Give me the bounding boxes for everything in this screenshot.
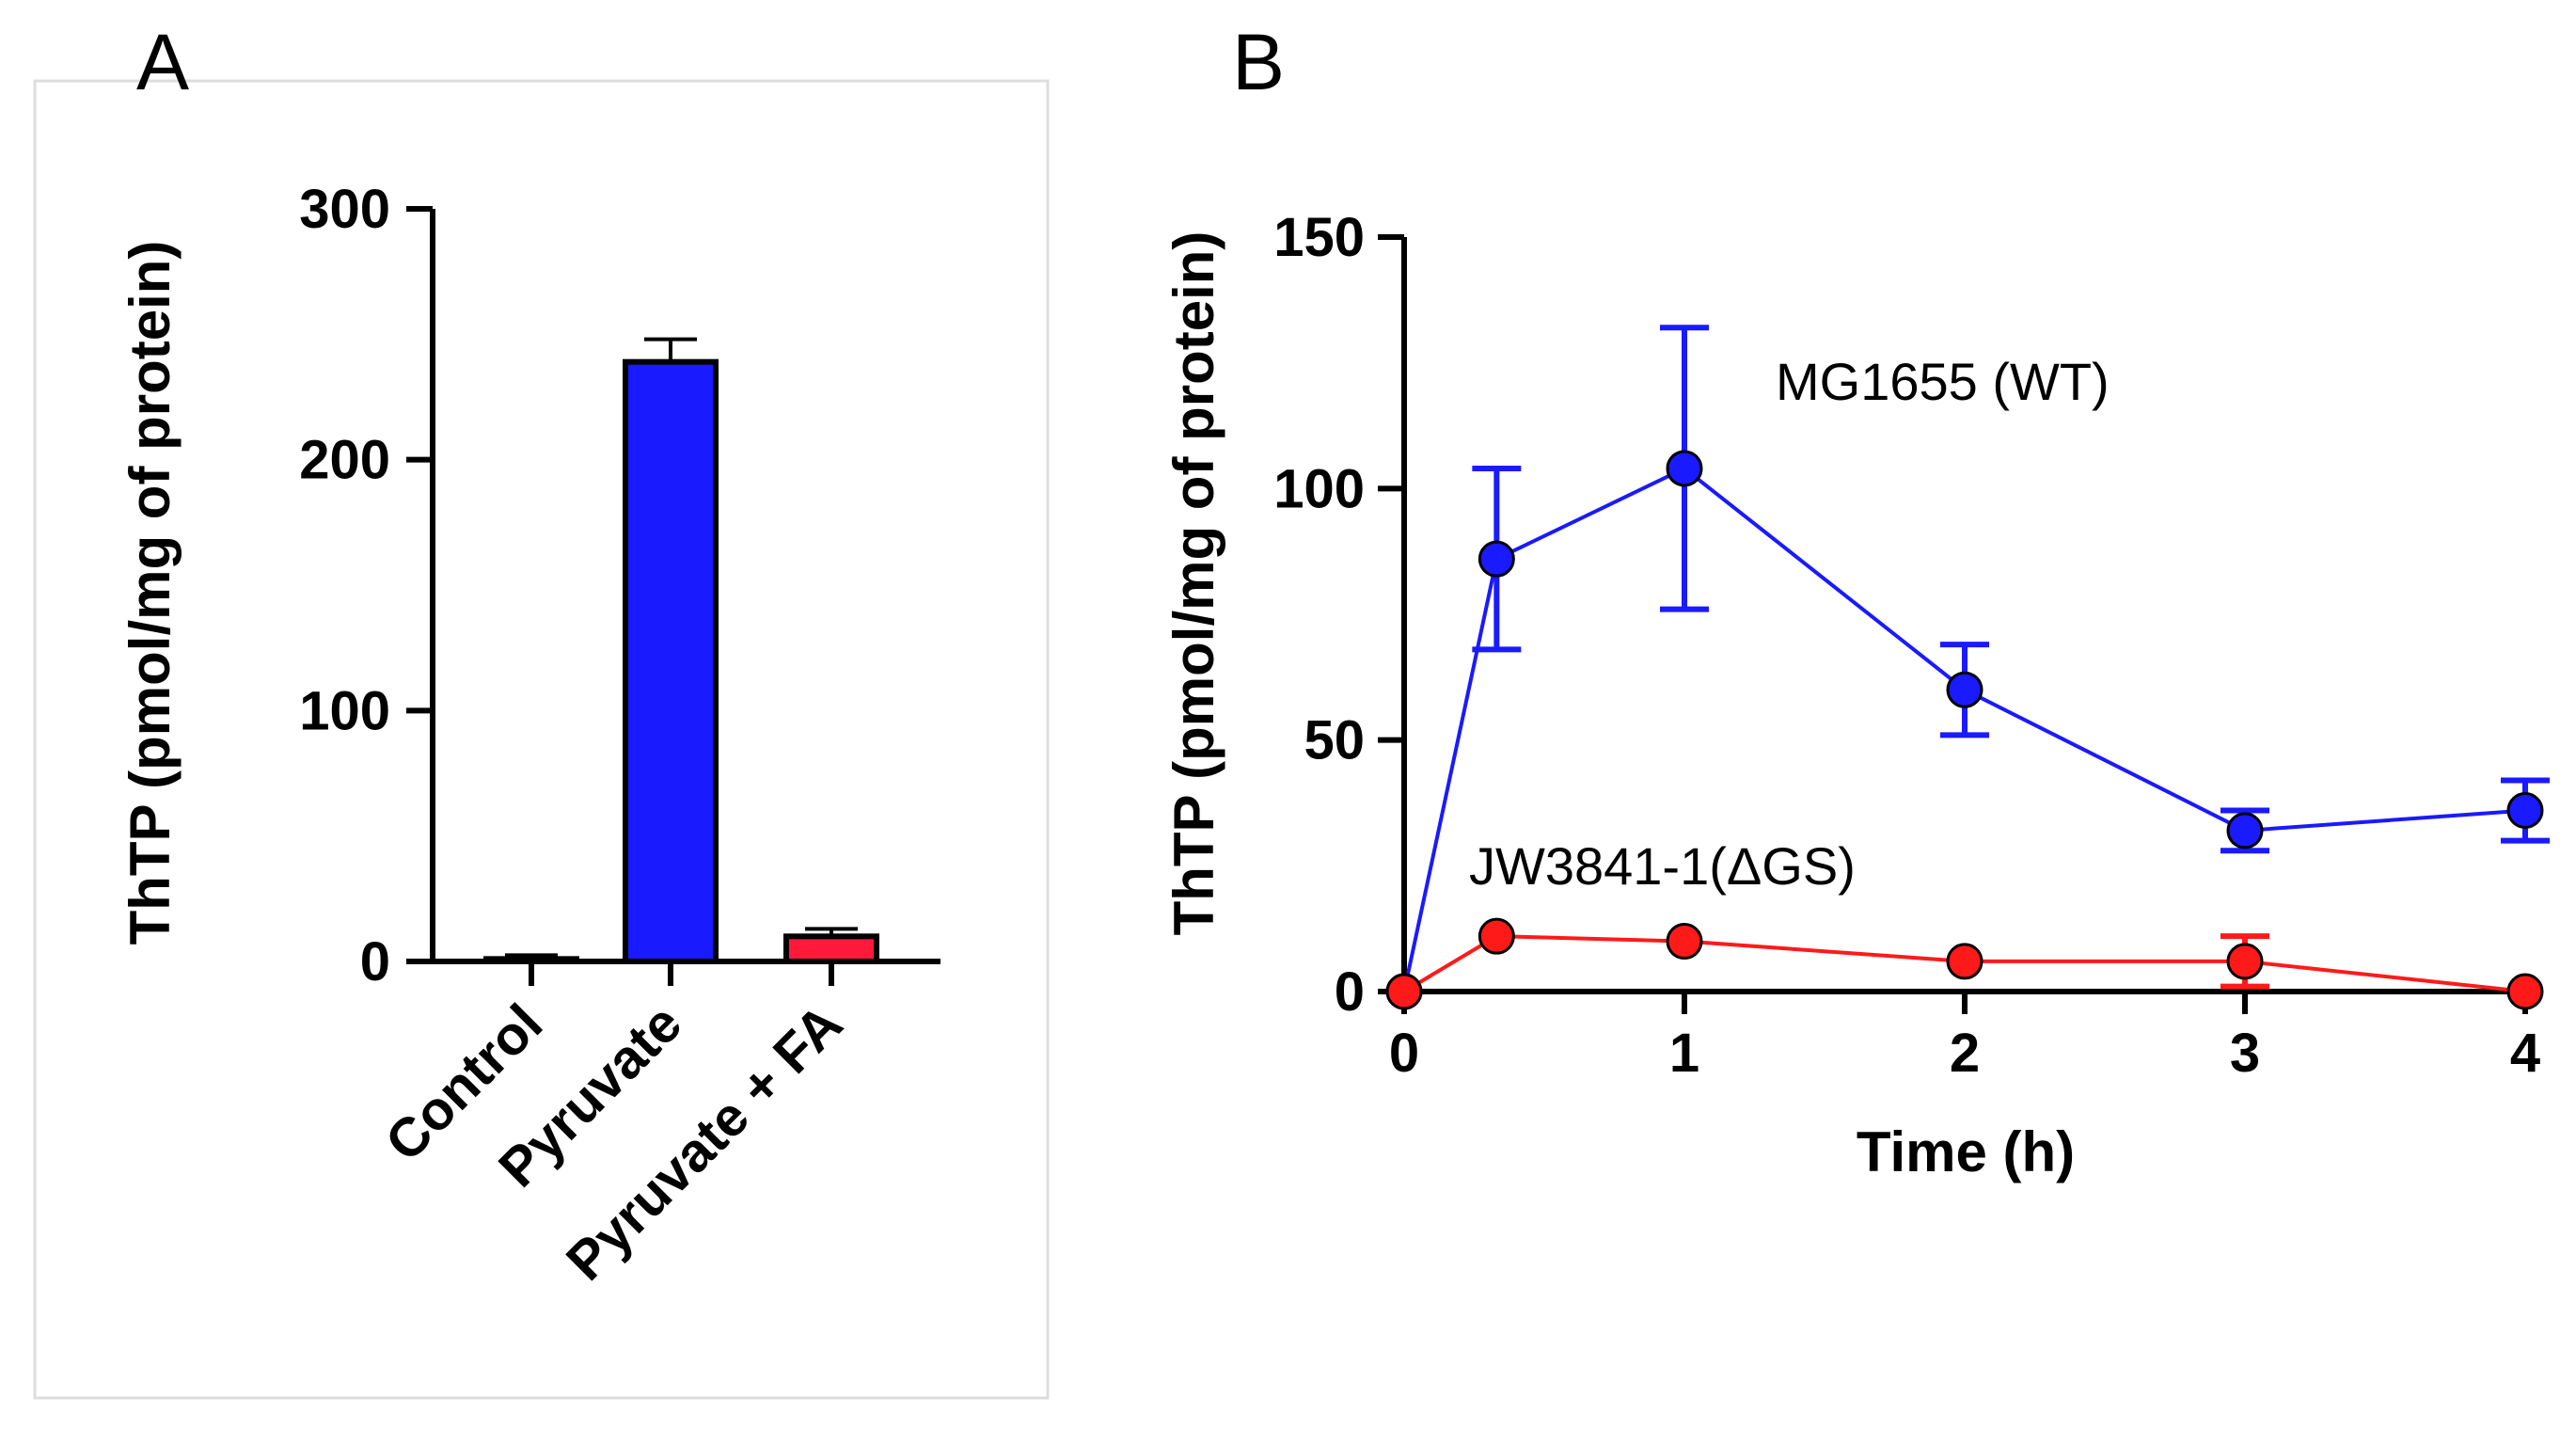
panel-a-category-label: Pyruvate + FA xyxy=(555,992,854,1292)
panel-b-x-tick-label: 2 xyxy=(1950,1023,1980,1084)
panel-b-series xyxy=(1385,325,2550,1010)
legend-label-dgs: JW3841-1(ΔGS) xyxy=(1469,836,1856,896)
panel-b-x-axis-label: Time (h) xyxy=(1857,1120,2075,1183)
panel-a: A ThTP (pmol/mg of protein) 0100200300Co… xyxy=(33,18,1050,1400)
panel-b-y-axis-label: ThTP (pmol/mg of protein) xyxy=(1162,231,1225,936)
panel-a-label: A xyxy=(136,18,189,106)
bar-pyruvate-fa xyxy=(783,933,879,964)
panel-b-y-tick-label: 0 xyxy=(1335,961,1365,1023)
panel-a-y-tick-label: 300 xyxy=(299,179,390,240)
panel-b-x-tick-label: 3 xyxy=(2230,1023,2260,1084)
series-line-wt xyxy=(1402,466,2526,992)
bar-control xyxy=(483,956,579,964)
data-point-dgs xyxy=(2226,943,2264,980)
panel-a-bars xyxy=(483,337,879,964)
data-point-wt xyxy=(1478,540,1515,578)
panel-a-y-tick-label: 200 xyxy=(299,430,390,491)
panel-b-y-tick-label: 150 xyxy=(1273,207,1365,268)
panel-b-label: B xyxy=(1232,18,1285,106)
panel-a-y-tick-label: 0 xyxy=(360,931,390,992)
panel-b-x-tick-label: 0 xyxy=(1389,1023,1419,1084)
data-point-wt xyxy=(1666,450,1703,487)
data-point-dgs xyxy=(1946,943,1983,980)
panel-b: B ThTP (pmol/mg of protein) Time (h) MG1… xyxy=(1162,18,2550,1183)
panel-b-x-tick-label: 1 xyxy=(1669,1023,1699,1084)
panel-b-y-tick-label: 50 xyxy=(1304,710,1365,771)
data-point-dgs xyxy=(2506,973,2544,1010)
panel-a-frame xyxy=(33,79,1050,1400)
data-point-wt xyxy=(1946,671,1983,708)
data-point-dgs xyxy=(1478,917,1515,955)
panel-b-x-tick-label: 4 xyxy=(2510,1023,2540,1084)
panel-b-y-tick-label: 100 xyxy=(1273,458,1365,519)
data-point-dgs xyxy=(1666,923,1703,961)
data-point-wt xyxy=(2506,792,2544,830)
bar-pyruvate xyxy=(623,358,719,964)
panel-a-y-tick-label: 100 xyxy=(299,680,390,741)
panel-a-y-axis-label: ThTP (pmol/mg of protein) xyxy=(119,241,182,945)
data-point-dgs xyxy=(1385,973,1423,1010)
legend-label-wt: MG1655 (WT) xyxy=(1776,352,2110,411)
data-point-wt xyxy=(2226,812,2264,849)
panel-b-axes: 0 50 100 150 0 1 2 3 4 xyxy=(1273,207,2540,1084)
